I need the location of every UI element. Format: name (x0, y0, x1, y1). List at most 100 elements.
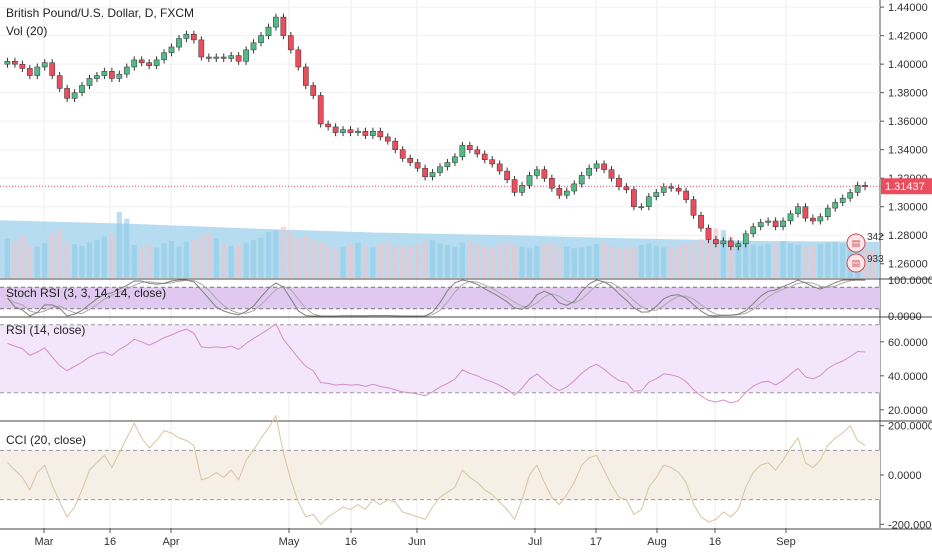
candle (86, 78, 93, 86)
candle (191, 33, 197, 41)
flag-icon-glyph: ▤ (852, 258, 861, 268)
candle (131, 59, 138, 68)
last-price-label: 1.31437 (885, 181, 925, 193)
candle (273, 16, 279, 28)
y-tick-label: 100.0000 (888, 275, 932, 287)
volume-bar (564, 246, 570, 278)
candle (213, 56, 220, 59)
candle (645, 196, 652, 207)
x-tick-label: 16 (345, 536, 357, 548)
volume-bar (773, 242, 779, 278)
volume-bar (191, 239, 197, 278)
volume-bar (541, 244, 547, 278)
volume-bar (586, 245, 592, 278)
volume-bar (362, 245, 368, 278)
volume-bar (72, 244, 78, 278)
candle (511, 179, 518, 193)
event-badges: ▤ 342 ▤ 933 (846, 232, 884, 273)
volume-bar (250, 240, 257, 278)
volume-bar (810, 245, 816, 278)
volume-bar (549, 242, 555, 278)
volume-bar (139, 246, 145, 278)
candle (638, 206, 645, 208)
volume-bar (407, 245, 413, 278)
candle (250, 42, 257, 51)
volume-bar (728, 236, 734, 279)
volume-bar (243, 242, 249, 278)
volume-bar (840, 243, 846, 278)
volume-bar (213, 238, 219, 278)
volume-bar (832, 241, 838, 278)
candle (481, 153, 488, 160)
volume-bar (608, 245, 615, 278)
volume-bar (12, 240, 18, 278)
volume-bar (236, 244, 242, 278)
y-tick-label: 60.0000 (888, 337, 928, 349)
candle (757, 222, 764, 227)
volume-bar (467, 240, 473, 278)
candle (109, 71, 115, 79)
candle (631, 189, 637, 207)
chart-title: British Pound/U.S. Dollar, D, FXCM (6, 6, 195, 20)
stoch-rsi-label: Stoch RSI (3, 3, 14, 14, close) (6, 286, 167, 300)
flag-icon (846, 253, 866, 273)
candle (556, 187, 563, 196)
x-tick-label: Mar (35, 536, 54, 548)
volume-bar (415, 244, 421, 278)
candle (735, 243, 742, 247)
volume-bar (49, 232, 55, 278)
volume-bar (638, 245, 644, 278)
y-tick-label: 1.44000 (888, 2, 928, 14)
candle (4, 61, 11, 65)
candle (504, 170, 510, 180)
volume-bar (534, 245, 540, 278)
x-tick-label: Jul (528, 536, 542, 548)
candle (616, 177, 622, 188)
y-tick-label: 1.36000 (888, 116, 928, 128)
volume-bar (265, 231, 272, 278)
y-tick-label: 1.34000 (888, 145, 928, 157)
candle (727, 240, 734, 247)
y-tick-label: 0.0000 (888, 311, 922, 323)
candle (243, 49, 249, 62)
volume-bar (497, 243, 503, 278)
candle (205, 56, 212, 59)
candle (549, 177, 555, 189)
candle (824, 207, 831, 217)
volume-bar (646, 243, 652, 278)
volume-bar (817, 244, 823, 278)
volume-bar (295, 238, 301, 278)
candle (153, 59, 160, 66)
y-tick-label: 1.30000 (888, 202, 928, 214)
x-tick-label: Sep (776, 536, 796, 548)
candle (79, 85, 85, 93)
candle (392, 140, 399, 150)
candle (489, 159, 496, 165)
candle (795, 206, 801, 215)
volume-bar (653, 245, 659, 278)
volume-bar (743, 243, 749, 278)
candle (355, 130, 361, 133)
volume-bar (392, 245, 398, 278)
candle (362, 130, 369, 136)
volume-bar (333, 248, 339, 278)
volume-bar (385, 240, 391, 278)
volume-bar (422, 241, 428, 278)
volume-bar (519, 246, 525, 278)
candle (765, 220, 771, 223)
cci-label: CCI (20, close) (6, 433, 87, 447)
x-tick-label: Aug (647, 536, 667, 548)
candle (116, 73, 123, 79)
volume-bar (79, 245, 85, 278)
volume-bar (124, 218, 130, 278)
volume-bar (288, 232, 294, 278)
y-tick-label: -200.0000 (888, 519, 932, 531)
volume-bar (377, 243, 383, 278)
volume-bar (64, 241, 70, 278)
candle (787, 213, 794, 222)
candle (586, 167, 592, 176)
volume-bar (228, 245, 234, 278)
volume-bar (512, 245, 518, 278)
volume-bar (780, 240, 786, 278)
